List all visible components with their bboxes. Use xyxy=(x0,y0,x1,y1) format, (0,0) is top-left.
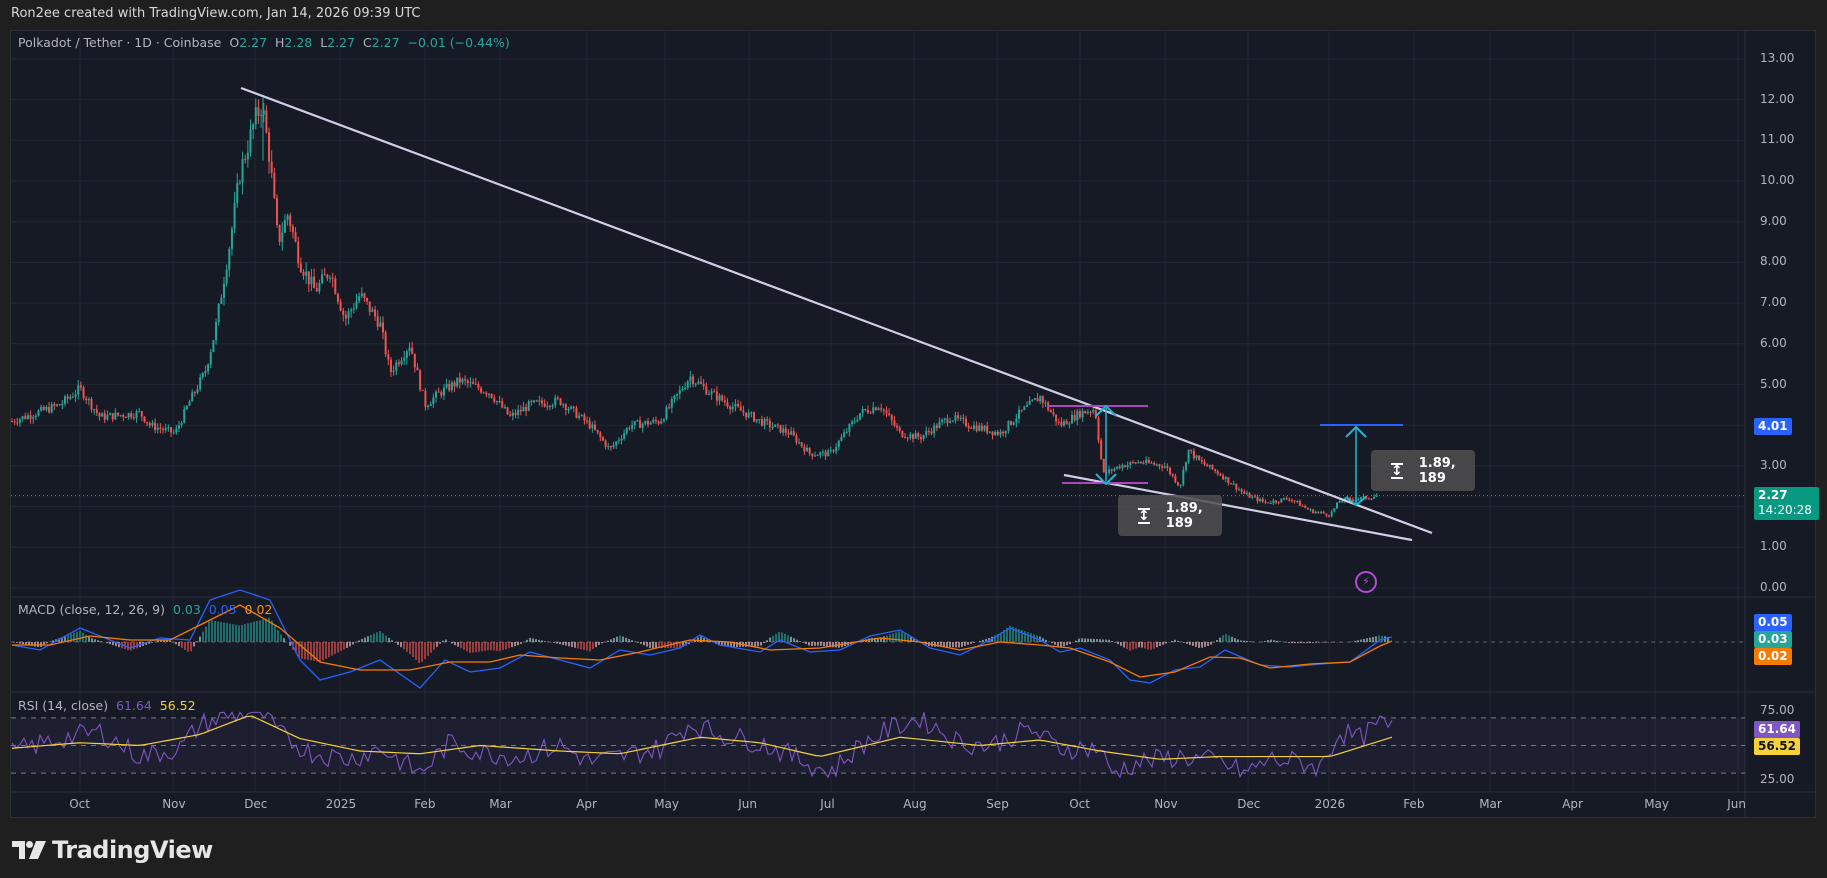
measure-box-drop[interactable]: ↕ 1.89, 189 xyxy=(1118,495,1222,536)
macd-tag: 0.05 xyxy=(1754,614,1792,631)
time-axis-label: Oct xyxy=(69,797,90,811)
rsi-value: 61.64 xyxy=(116,698,152,713)
symbol-legend: Polkadot / Tether · 1D · Coinbase O2.27 … xyxy=(18,35,510,50)
rsi-axis-75: 75.00 xyxy=(1760,703,1795,717)
measure-label: 1.89, 189 xyxy=(1418,455,1456,486)
price-axis-label: 5.00 xyxy=(1760,376,1787,391)
time-axis-label: Jun xyxy=(738,797,757,811)
price-axis-label: 13.00 xyxy=(1760,50,1795,65)
time-axis-label: Nov xyxy=(1154,797,1178,811)
target-price-tag: 4.01 xyxy=(1754,418,1792,435)
symbol-title[interactable]: Polkadot / Tether · 1D · Coinbase xyxy=(18,35,222,50)
logo-text: TradingView xyxy=(52,836,213,864)
macd-hist-value: 0.03 xyxy=(172,602,201,617)
time-axis-label: Oct xyxy=(1069,797,1090,811)
chart-credit: Ron2ee created with TradingView.com, Jan… xyxy=(11,6,421,21)
time-axis-label: Dec xyxy=(244,797,268,811)
bar-countdown: 14:20:28 xyxy=(1758,503,1812,517)
time-axis-label: Feb xyxy=(414,797,436,811)
lightning-event-icon[interactable]: ⚡ xyxy=(1355,571,1377,593)
time-axis-label: Apr xyxy=(576,797,597,811)
last-price-tag: 2.27 14:20:28 xyxy=(1754,487,1819,520)
price-axis-label: 8.00 xyxy=(1760,254,1787,269)
high-value: 2.28 xyxy=(284,35,313,50)
tradingview-logo: TradingView xyxy=(12,836,213,864)
price-axis-label: 0.00 xyxy=(1760,580,1787,594)
time-axis-label: Aug xyxy=(903,797,927,811)
measure-icon: ↕ xyxy=(1391,462,1403,479)
macd-signal-value: 0.02 xyxy=(244,602,273,617)
macd-hist-tag: 0.03 xyxy=(1754,631,1792,648)
time-axis-label: Nov xyxy=(162,797,186,811)
measure-icon: ↕ xyxy=(1138,507,1150,524)
price-axis-label: 9.00 xyxy=(1760,213,1787,228)
low-value: 2.27 xyxy=(327,35,355,50)
price-axis-label: 7.00 xyxy=(1760,295,1787,310)
price-axis-label: 10.00 xyxy=(1760,173,1795,187)
tv-logo-icon xyxy=(12,841,46,859)
time-axis-label: Jun xyxy=(1727,797,1746,811)
time-axis-label: May xyxy=(1644,797,1669,811)
rsi-ma-tag: 56.52 xyxy=(1754,738,1800,755)
open-value: 2.27 xyxy=(239,35,268,50)
time-axis-label: Feb xyxy=(1403,797,1425,811)
price-axis-label: 12.00 xyxy=(1760,91,1795,106)
macd-legend[interactable]: MACD (close, 12, 26, 9) 0.03 0.05 0.02 xyxy=(18,602,272,617)
time-axis-label: 2026 xyxy=(1314,797,1346,811)
time-axis-label: Mar xyxy=(1479,797,1502,811)
rsi-legend[interactable]: RSI (14, close) 61.64 56.52 xyxy=(18,698,196,713)
time-axis-label: Jul xyxy=(820,797,835,811)
price-axis-label: 6.00 xyxy=(1760,335,1787,350)
change-value: −0.01 (−0.44%) xyxy=(407,35,510,50)
macd-value: 0.05 xyxy=(208,602,237,617)
time-axis-label: 2025 xyxy=(325,797,357,811)
macd-title: MACD (close, 12, 26, 9) xyxy=(18,602,165,617)
time-axis-label: Dec xyxy=(1237,797,1261,811)
rsi-ma-value: 56.52 xyxy=(159,698,196,713)
last-price-value: 2.27 xyxy=(1758,488,1788,502)
rsi-axis-25: 25.00 xyxy=(1760,772,1795,786)
time-axis-label: Mar xyxy=(489,797,512,811)
macd-signal-tag: 0.02 xyxy=(1754,648,1792,665)
time-axis-label: May xyxy=(654,797,679,811)
time-axis-label: Apr xyxy=(1562,797,1583,811)
rsi-title: RSI (14, close) xyxy=(18,698,109,713)
close-value: 2.27 xyxy=(371,35,400,50)
measure-label: 1.89, 189 xyxy=(1165,500,1203,531)
price-axis-label: 1.00 xyxy=(1760,539,1787,554)
time-axis-label: Sep xyxy=(986,797,1009,811)
price-axis-label: 11.00 xyxy=(1760,132,1795,147)
price-axis-label: 3.00 xyxy=(1760,457,1787,472)
rsi-tag: 61.64 xyxy=(1754,721,1800,738)
measure-box-target[interactable]: ↕ 1.89, 189 xyxy=(1371,450,1475,491)
chart-panel[interactable] xyxy=(10,30,1816,818)
